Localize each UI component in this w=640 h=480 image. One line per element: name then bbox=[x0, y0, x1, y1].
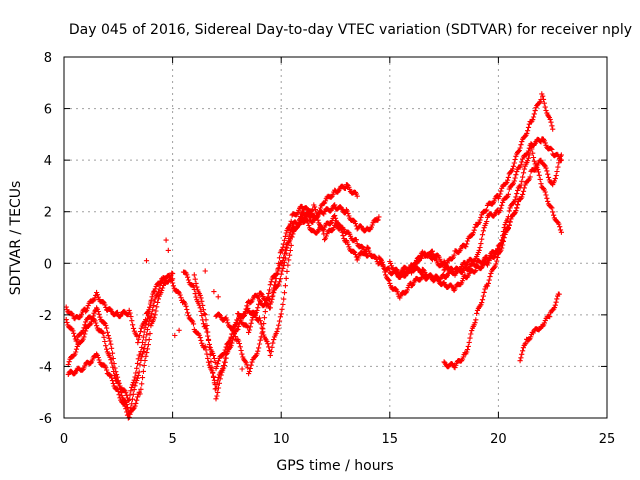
x-tick-label: 25 bbox=[599, 432, 616, 447]
data-points bbox=[63, 91, 564, 421]
x-tick-label: 10 bbox=[273, 432, 290, 447]
y-tick-labels: -6 -4 -2 0 2 4 6 8 bbox=[39, 51, 52, 427]
y-tick-label: 4 bbox=[44, 154, 52, 169]
y-tick-label: 2 bbox=[44, 206, 52, 221]
y-tick-label: 8 bbox=[44, 51, 52, 66]
y-tick-label: -6 bbox=[39, 412, 52, 427]
axis-ticks bbox=[63, 56, 608, 419]
y-tick-label: -2 bbox=[39, 309, 52, 324]
x-tick-label: 20 bbox=[490, 432, 507, 447]
chart-title: Day 045 of 2016, Sidereal Day-to-day VTE… bbox=[69, 22, 632, 38]
y-axis-label: SDTVAR / TECUs bbox=[8, 181, 24, 296]
y-tick-label: 0 bbox=[44, 257, 52, 272]
x-axis-label: GPS time / hours bbox=[276, 458, 393, 474]
plus-markers bbox=[63, 91, 564, 421]
x-tick-label: 0 bbox=[60, 432, 68, 447]
x-tick-labels: 0 5 10 15 20 25 bbox=[60, 432, 615, 447]
plot-frame bbox=[63, 56, 608, 419]
y-tick-label: -4 bbox=[39, 360, 52, 375]
grid-lines bbox=[64, 57, 607, 418]
x-tick-label: 15 bbox=[382, 432, 399, 447]
y-tick-label: 6 bbox=[44, 103, 52, 118]
x-tick-label: 5 bbox=[168, 432, 176, 447]
